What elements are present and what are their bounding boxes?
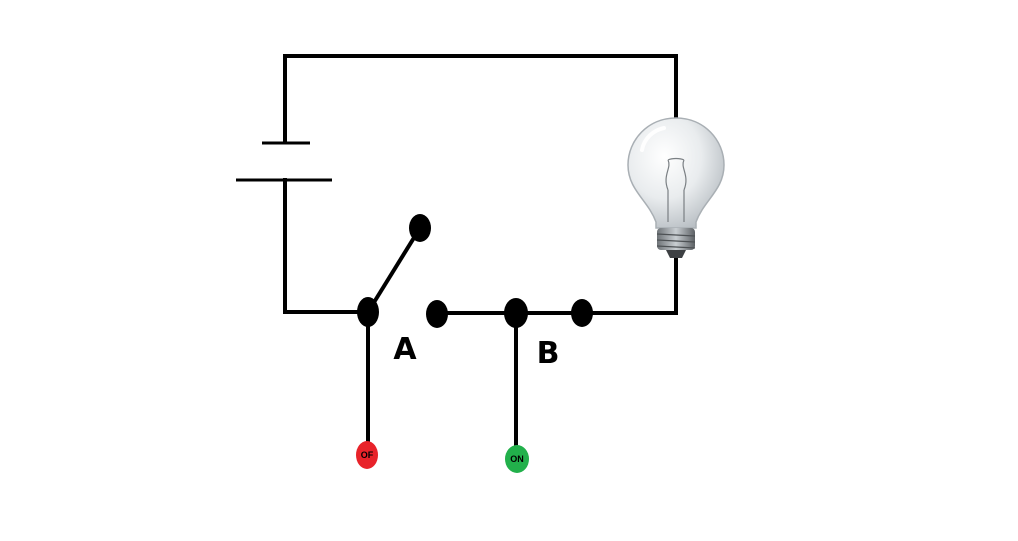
wire-top [283, 54, 678, 144]
switch-a-lever[interactable] [365, 225, 423, 315]
switch-a[interactable] [357, 214, 448, 447]
wire-left-lower [283, 178, 370, 314]
bulb-base [657, 228, 695, 250]
bulb-glass [627, 117, 725, 229]
switch-b-right-terminal [571, 299, 593, 327]
switch-a-lever-tip[interactable] [409, 214, 431, 242]
light-bulb-icon [627, 117, 725, 258]
on-indicator[interactable]: ON [505, 445, 529, 473]
wire-bottom-right [435, 256, 678, 315]
switch-a-label: A [393, 332, 417, 367]
switch-b[interactable] [504, 298, 593, 447]
switch-a-contact-terminal [426, 300, 448, 328]
battery-symbol [236, 141, 332, 182]
on-led-text: ON [510, 454, 524, 464]
off-indicator[interactable]: OF [356, 441, 378, 469]
off-led-text: OF [361, 450, 374, 460]
bulb-highlight [640, 126, 666, 152]
switch-b-label: B [537, 336, 560, 371]
bulb-filament [665, 157, 687, 222]
on-led[interactable] [505, 445, 529, 473]
bulb-tip [666, 250, 686, 258]
off-led[interactable] [356, 441, 378, 469]
